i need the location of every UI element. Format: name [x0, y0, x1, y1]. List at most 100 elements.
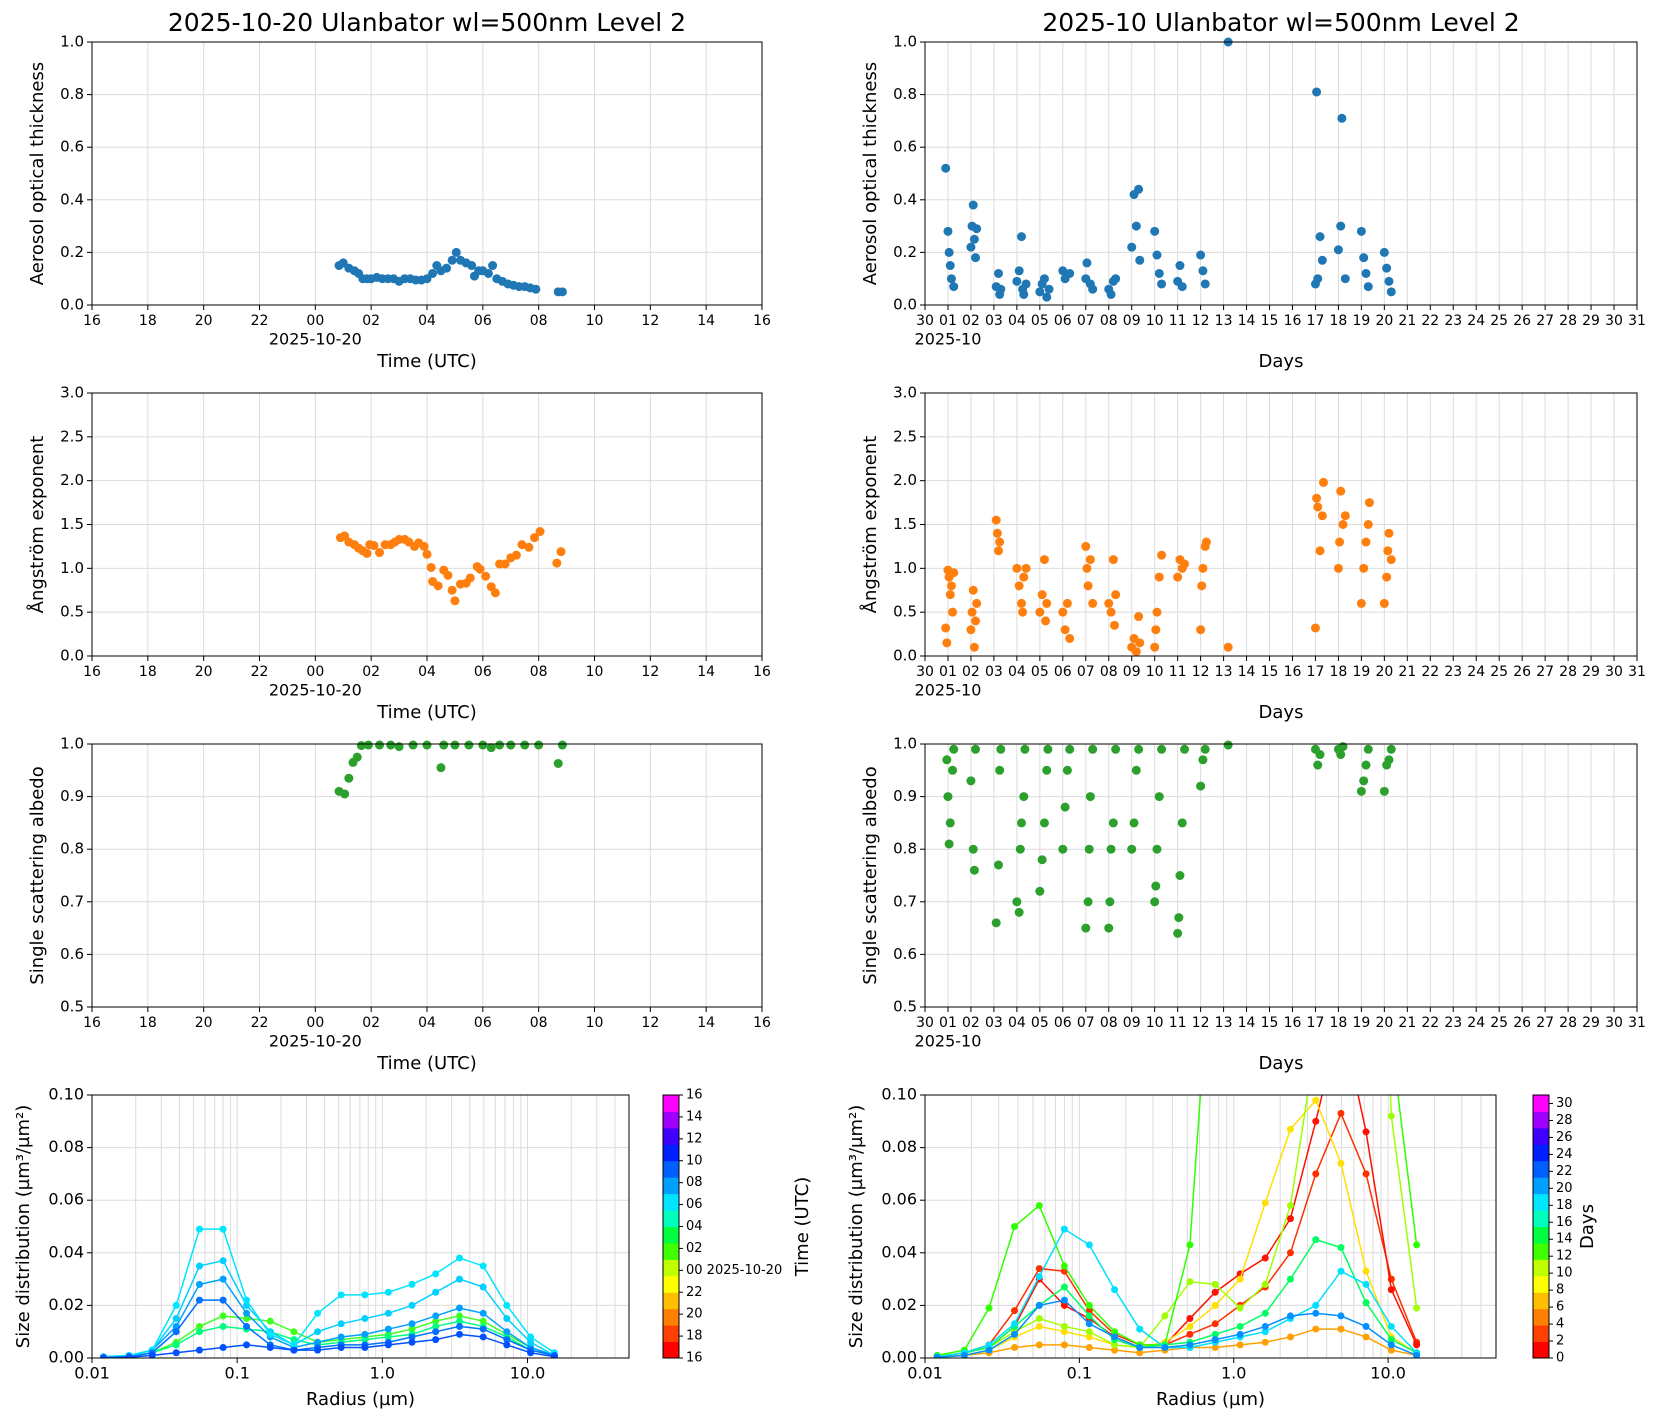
colorbar-segment	[663, 1259, 679, 1277]
x-tick-label: 04	[1008, 313, 1026, 329]
point	[1261, 1322, 1269, 1330]
point	[503, 1301, 511, 1309]
point	[1388, 1039, 1395, 1046]
point	[1039, 274, 1049, 284]
point	[972, 598, 982, 608]
point	[1317, 511, 1327, 521]
colorbar-label: Time (UTC)	[792, 1177, 813, 1278]
x-tick-label: 16	[753, 313, 771, 329]
point	[945, 818, 955, 828]
point	[933, 1353, 941, 1358]
y-axis-label: Ångström exponent	[26, 436, 48, 614]
x-tick-label: 01	[939, 664, 957, 680]
colorbar-tick-label: 16	[1556, 1215, 1573, 1230]
x-tick-label: 06	[1054, 664, 1072, 680]
point	[996, 284, 1006, 294]
point	[1083, 897, 1093, 907]
point	[943, 226, 953, 236]
point	[1154, 792, 1164, 802]
point	[1035, 1315, 1043, 1323]
x-tick-label: 12	[641, 1015, 659, 1031]
lines	[99, 1225, 558, 1358]
point	[1387, 1341, 1395, 1349]
colorbar-segment	[663, 1111, 679, 1129]
y-tick-label: 0.10	[48, 1085, 84, 1104]
y-axis-label: Size distribution (µm³/µm²)	[13, 1105, 34, 1348]
size-line	[103, 1278, 555, 1358]
y-tick-label: 0.04	[881, 1242, 917, 1261]
point	[503, 1336, 511, 1344]
point	[1083, 581, 1093, 591]
x-tick-label: 08	[1100, 664, 1118, 680]
point	[1010, 1320, 1018, 1328]
point	[1261, 1280, 1269, 1288]
point	[517, 540, 527, 550]
point	[1180, 559, 1190, 569]
point	[1383, 546, 1393, 556]
point	[1060, 1322, 1068, 1330]
point	[1111, 1286, 1119, 1294]
point	[1019, 792, 1029, 802]
point	[556, 547, 566, 557]
x-axis-label: Time (UTC)	[376, 702, 477, 723]
point	[451, 247, 461, 257]
point	[1312, 493, 1322, 503]
x-tick-label: 1.0	[1221, 1364, 1246, 1383]
y-tick-label: 0.06	[881, 1190, 917, 1209]
x-tick-label: 18	[1330, 313, 1348, 329]
point	[995, 765, 1005, 775]
point	[1211, 1320, 1219, 1328]
x-tick-label: 02	[362, 313, 380, 329]
colorbar-tick-label: 20	[1556, 1181, 1573, 1196]
x-tick-label: 28	[1559, 664, 1577, 680]
point	[290, 1341, 298, 1349]
point	[534, 740, 544, 750]
x-tick-label: 07	[1077, 1015, 1095, 1031]
point	[456, 1304, 464, 1312]
x-tick-label: 21	[1398, 313, 1416, 329]
x-tick-label: 14	[1238, 313, 1256, 329]
point	[1387, 1322, 1395, 1330]
point	[1134, 184, 1144, 194]
size-line	[103, 1228, 555, 1358]
x-tick-label: 20	[1375, 664, 1393, 680]
point	[266, 1343, 274, 1351]
point	[344, 773, 354, 783]
point	[1016, 818, 1026, 828]
size-line	[937, 1299, 1417, 1358]
point	[1261, 1309, 1269, 1317]
x-axis-label: Radius (µm)	[1156, 1389, 1265, 1410]
point	[1211, 1343, 1219, 1351]
x-tick-label: 24	[1467, 313, 1485, 329]
x-tick-label: 16	[753, 664, 771, 680]
axes-frame	[924, 743, 1638, 1008]
y-tick-label: 1.0	[893, 559, 917, 577]
point	[1223, 642, 1233, 652]
y-tick-label: 0.7	[60, 892, 84, 910]
x-tick-label: 02	[962, 313, 980, 329]
point	[1177, 282, 1187, 292]
point	[195, 1280, 203, 1288]
point	[557, 740, 567, 750]
point	[1014, 581, 1024, 591]
colorbar-segment	[663, 1325, 679, 1343]
point	[1060, 625, 1070, 635]
point	[1042, 598, 1052, 608]
point	[125, 1353, 133, 1358]
point	[1060, 1328, 1068, 1336]
x-tick-label: 20	[195, 1015, 213, 1031]
point	[1173, 928, 1183, 938]
colorbar-segment	[1533, 1275, 1549, 1293]
point	[1042, 765, 1052, 775]
x-tick-label: 08	[1100, 1015, 1118, 1031]
point	[1312, 1309, 1320, 1317]
point	[375, 740, 385, 750]
y-tick-label: 0.6	[893, 138, 917, 156]
y-axis-label: Size distribution (µm³/µm²)	[846, 1105, 867, 1348]
point	[991, 918, 1001, 928]
point	[1196, 625, 1206, 635]
point	[1186, 1278, 1194, 1286]
x-tick-label: 16	[83, 664, 101, 680]
point	[481, 571, 491, 581]
point	[1108, 818, 1118, 828]
